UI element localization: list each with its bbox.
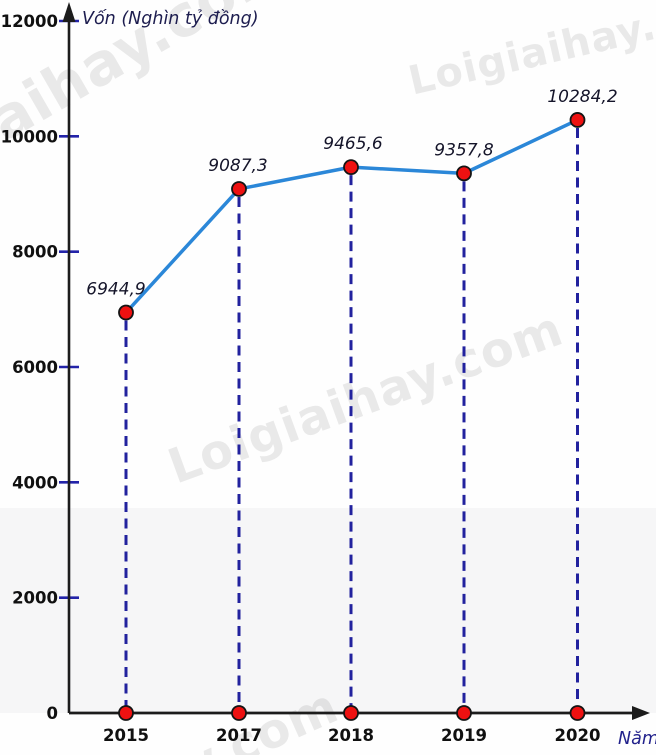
axis-point [456,705,472,721]
data-point [456,165,472,182]
axis-point [231,705,247,721]
y-axis-title: Vốn (Nghìn tỷ đồng) [82,8,259,29]
data-point [118,304,134,321]
y-tick-label: 12000 [1,12,58,31]
y-tick-label: 8000 [12,243,58,262]
data-point-label: 9465,6 [323,134,383,154]
data-point-label: 6944,9 [86,280,145,300]
x-axis-title: Năm [618,729,656,749]
data-point-label: 9087,3 [208,156,267,176]
x-category-label: 2018 [328,726,374,745]
axis-point [118,705,134,721]
data-point [231,181,247,197]
x-category-label: 2015 [103,726,149,745]
x-category-label: 2017 [216,726,262,745]
data-point [343,159,359,176]
axis-point [569,705,586,721]
y-tick-label: 6000 [12,358,58,377]
data-point-label: 10284,2 [547,87,617,107]
x-category-label: 2019 [441,726,487,745]
y-axis-arrow [62,2,76,22]
y-tick-label: 0 [47,704,58,723]
x-axis-arrow [632,706,650,720]
data-point [569,112,586,128]
background-band [0,508,656,713]
x-category-label: 2020 [555,726,601,745]
axis-point [343,705,359,721]
y-tick-label: 2000 [12,589,58,608]
y-tick-label: 4000 [12,473,58,492]
y-tick-label: 10000 [1,127,58,146]
data-point-label: 9357,8 [434,140,494,160]
